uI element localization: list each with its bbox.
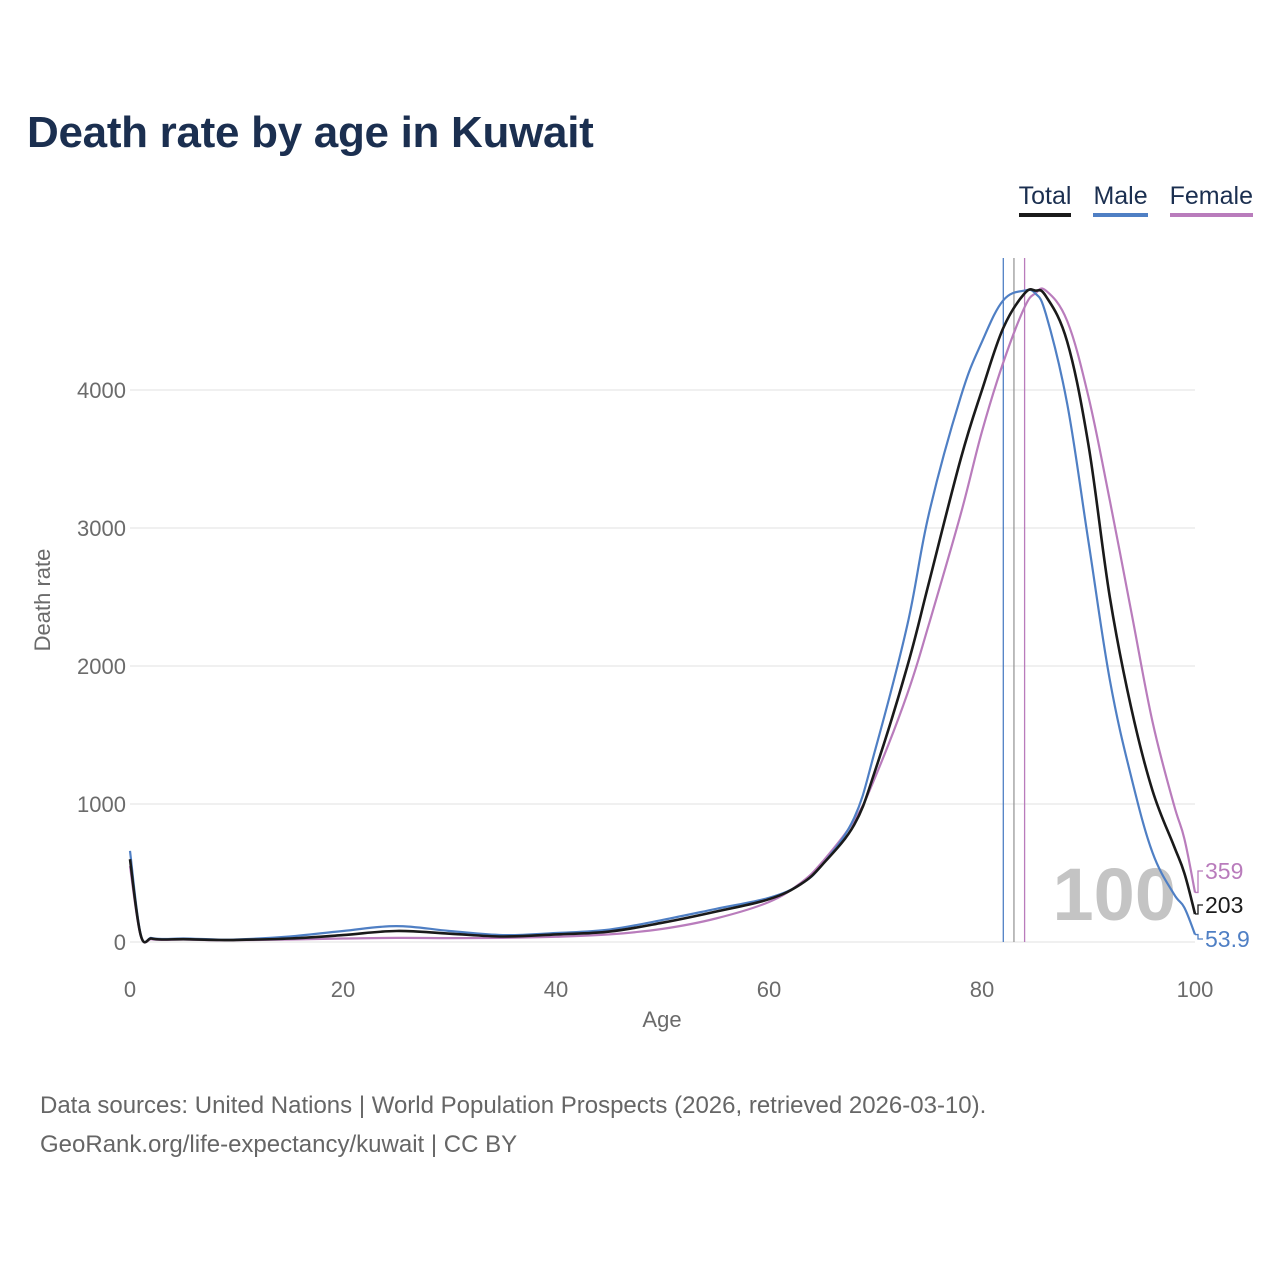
y-tick-label-3: 3000 [77,516,126,541]
y-tick-label-0: 0 [114,930,126,955]
legend-male[interactable]: Male [1093,182,1148,217]
x-tick-label-4: 80 [970,977,994,1002]
series-line-male [128,288,1197,944]
legend: Total Male Female [1018,182,1253,217]
y-axis-label: Death rate [30,549,55,652]
y-tick-label-2: 2000 [77,654,126,679]
credit-text: GeoRank.org/life-expectancy/kuwait | CC … [40,1131,518,1158]
y-tick-label-4: 4000 [77,378,126,403]
chart-title: Death rate by age in Kuwait [27,108,594,157]
end-label-male: 53.9 [1205,926,1250,952]
reference-lines [1002,258,1026,942]
series-line-female [128,287,1197,944]
end-connector-total [1195,904,1203,915]
series-lines [128,287,1197,944]
legend-female[interactable]: Female [1169,182,1253,217]
gridlines [130,389,1195,943]
legend-total[interactable]: Total [1018,182,1072,217]
y-axis-ticks: 0 1000 2000 3000 4000 [77,378,126,955]
year-label: 100 [1053,853,1176,936]
y-tick-label-1: 1000 [77,792,126,817]
source-text: Data sources: United Nations | World Pop… [40,1092,987,1119]
end-connector-female [1195,870,1203,894]
x-tick-label-3: 60 [757,977,781,1002]
x-tick-label-2: 40 [544,977,568,1002]
x-tick-label-1: 20 [331,977,355,1002]
series-line-total [128,288,1197,944]
end-label-total: 203 [1205,892,1243,918]
x-axis-ticks: 0 20 40 60 80 100 [124,977,1213,1002]
source-note: Data sources: United Nations | World Pop… [40,1086,986,1164]
x-tick-label-5: 100 [1177,977,1214,1002]
end-label-female: 359 [1205,858,1243,884]
end-labels: 203 53.9 359 [1195,858,1250,952]
x-axis-label: Age [642,1007,681,1032]
end-connector-male [1195,933,1203,940]
x-tick-label-0: 0 [124,977,136,1002]
death-rate-chart: 100 203 53.9 359 0 20 40 60 80 100 0 1000 2000 300… [30,258,1250,1032]
